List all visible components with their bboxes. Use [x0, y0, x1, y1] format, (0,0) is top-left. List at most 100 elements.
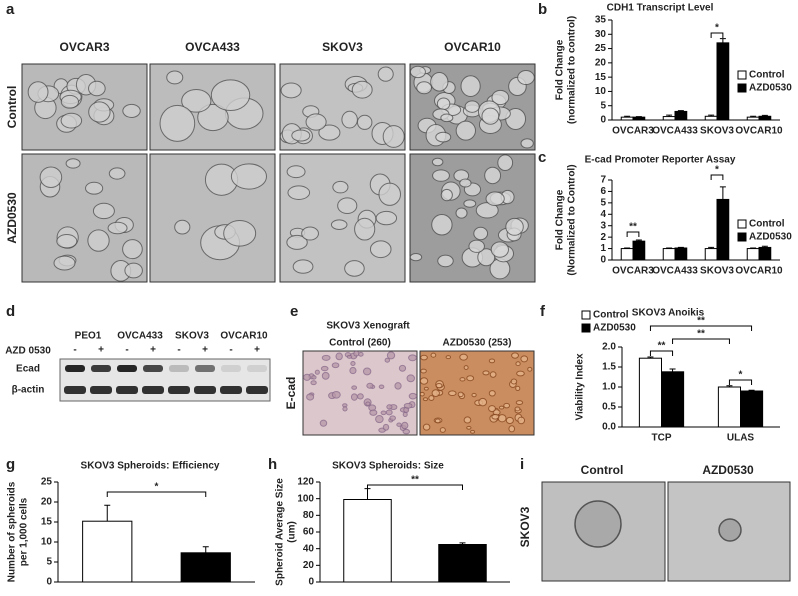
bar: [620, 248, 634, 261]
image-texture: [489, 371, 497, 378]
image-texture: [430, 72, 449, 92]
image-texture: [375, 210, 398, 226]
image-texture: [505, 217, 524, 236]
image-texture: [341, 110, 358, 129]
chart-title: SKOV3 Anoikis: [632, 308, 705, 319]
image-texture: [353, 350, 360, 357]
image-texture: [382, 125, 405, 148]
image-texture: [445, 355, 452, 360]
significance-label: **: [697, 329, 705, 340]
image-texture: [292, 259, 314, 274]
image-texture: [439, 427, 446, 433]
image-texture: [321, 371, 330, 380]
error-bar: [677, 246, 684, 248]
panel-letter: h: [268, 456, 277, 473]
y-tick-label: 15: [41, 517, 53, 528]
row-label: E-cad: [284, 377, 298, 410]
bar: [180, 552, 231, 583]
image-texture: [409, 253, 423, 262]
bar: [674, 110, 688, 121]
image-texture: [408, 392, 418, 400]
y-tick-label: 40: [303, 543, 315, 554]
y-axis-label: Viability Index: [575, 353, 586, 420]
y-axis-label: Spheroid Average Size: [275, 478, 286, 586]
error-bar: [750, 247, 757, 249]
y-tick-label: 7: [600, 175, 606, 186]
image-texture: [107, 221, 128, 235]
y-tick-label: 30: [595, 29, 607, 40]
image-texture: [435, 382, 443, 389]
x-tick-label: SKOV3: [700, 266, 734, 277]
legend-label: Control: [749, 219, 785, 230]
image-texture: [332, 180, 349, 194]
image-texture: [517, 416, 526, 425]
image-texture: [440, 188, 453, 202]
column-label: AZD0530 (253): [443, 338, 512, 349]
image-texture: [473, 226, 489, 241]
image-texture: [85, 181, 104, 195]
image-texture: [503, 402, 511, 409]
image-texture: [457, 391, 464, 398]
column-label: OVCAR10: [444, 40, 501, 54]
significance-bracket: [710, 32, 724, 38]
bar: [717, 386, 742, 428]
bar: [758, 246, 772, 261]
lane-label: OVCAR10: [220, 331, 268, 342]
image-texture: [286, 234, 308, 250]
image-texture: [515, 361, 521, 367]
y-tick-label: 1.5: [602, 362, 616, 373]
y-axis-label: Number of spheroids: [7, 481, 18, 582]
image-texture: [287, 185, 311, 200]
legend-label: Control: [593, 310, 629, 321]
error-bar: [761, 114, 768, 117]
significance-label: **: [411, 475, 419, 486]
chart-title: SKOV3 Spheroids: Size: [332, 461, 444, 472]
lane-label: PEO1: [75, 331, 102, 342]
treatment-sign: +: [202, 345, 208, 356]
image-texture: [455, 207, 468, 219]
image-texture: [514, 406, 521, 412]
error-bar: [104, 504, 111, 522]
image-texture: [488, 405, 496, 413]
y-tick-label: 0: [600, 255, 606, 266]
image-texture: [310, 380, 317, 386]
image-texture: [520, 355, 529, 363]
image-texture: [335, 352, 343, 361]
image-texture: [53, 255, 76, 271]
significance-bracket: [106, 491, 207, 497]
image-texture: [350, 393, 358, 401]
x-tick-label: SKOV3: [700, 126, 734, 137]
blot-band: [246, 386, 268, 394]
image-texture: [124, 262, 143, 279]
image-texture: [366, 382, 374, 389]
image-texture: [488, 390, 496, 397]
image-texture: [437, 254, 454, 268]
significance-bracket: [728, 379, 753, 385]
significance-label: **: [658, 341, 666, 352]
image-texture: [320, 365, 329, 372]
row-label: SKOV3: [518, 506, 532, 547]
image-texture: [60, 112, 83, 129]
image-texture: [357, 393, 364, 400]
image-texture: [416, 81, 433, 95]
significance-label: *: [155, 482, 159, 493]
error-bar: [364, 488, 371, 500]
y-tick-label: 10: [41, 537, 53, 548]
image-texture: [291, 129, 311, 142]
blot-band: [116, 386, 138, 394]
treatment-sign: -: [177, 345, 180, 356]
significance-label: **: [629, 222, 637, 233]
image-texture: [490, 241, 509, 258]
image-texture: [318, 124, 341, 141]
image-texture: [460, 75, 481, 97]
treatment-sign: +: [254, 345, 260, 356]
image-texture: [471, 392, 477, 398]
image-texture: [344, 260, 365, 277]
image-texture: [515, 400, 524, 406]
image-texture: [459, 178, 472, 188]
image-texture: [56, 234, 78, 249]
image-texture: [65, 158, 81, 169]
error-bar: [635, 116, 642, 118]
error-bar: [677, 110, 684, 112]
bar: [662, 116, 676, 121]
